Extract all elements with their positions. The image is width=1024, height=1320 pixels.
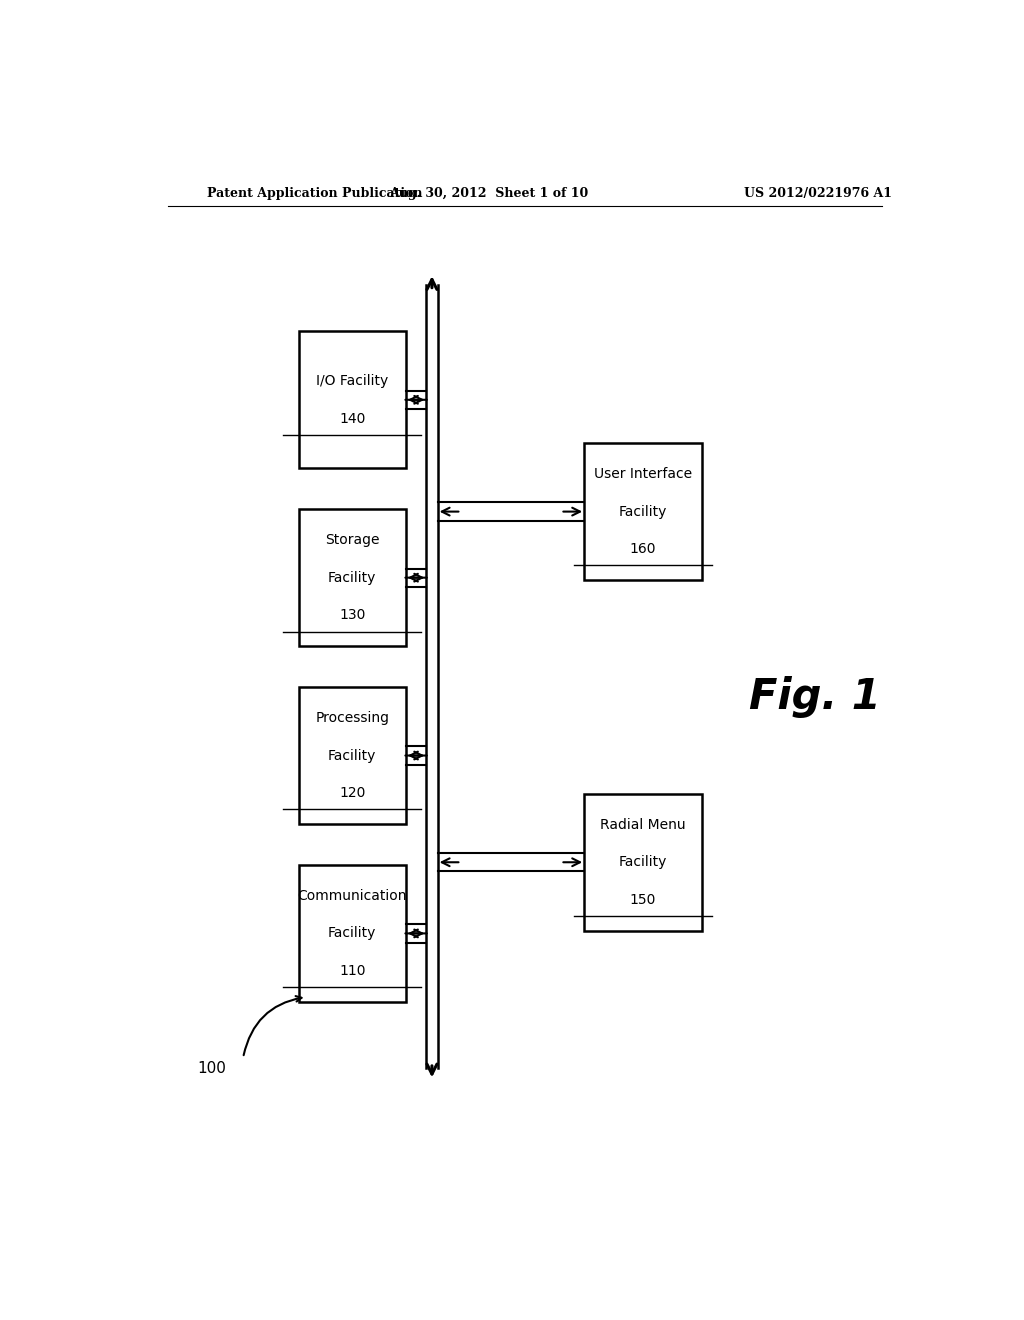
Text: US 2012/0221976 A1: US 2012/0221976 A1	[744, 187, 893, 201]
Text: Patent Application Publication: Patent Application Publication	[207, 187, 423, 201]
Text: Aug. 30, 2012  Sheet 1 of 10: Aug. 30, 2012 Sheet 1 of 10	[389, 187, 589, 201]
Bar	[299, 686, 406, 824]
Bar	[585, 444, 701, 581]
Text: Facility: Facility	[328, 927, 377, 940]
Text: Processing: Processing	[315, 711, 389, 725]
Text: Facility: Facility	[618, 504, 668, 519]
Bar	[299, 510, 406, 647]
Bar	[299, 331, 406, 469]
Text: User Interface: User Interface	[594, 467, 692, 480]
Text: I/O Facility: I/O Facility	[316, 374, 388, 388]
Text: Fig. 1: Fig. 1	[749, 676, 881, 718]
Text: 130: 130	[339, 609, 366, 622]
Text: 150: 150	[630, 892, 656, 907]
Text: 160: 160	[630, 543, 656, 556]
Text: 110: 110	[339, 964, 366, 978]
Text: 120: 120	[339, 787, 366, 800]
Text: Storage: Storage	[325, 533, 380, 546]
Text: Communication: Communication	[297, 888, 407, 903]
Bar	[585, 793, 701, 931]
Bar	[299, 865, 406, 1002]
Text: Facility: Facility	[328, 570, 377, 585]
Text: 100: 100	[197, 1060, 225, 1076]
Text: 140: 140	[339, 412, 366, 425]
Text: Radial Menu: Radial Menu	[600, 817, 686, 832]
Text: Facility: Facility	[618, 855, 668, 870]
Text: Facility: Facility	[328, 748, 377, 763]
